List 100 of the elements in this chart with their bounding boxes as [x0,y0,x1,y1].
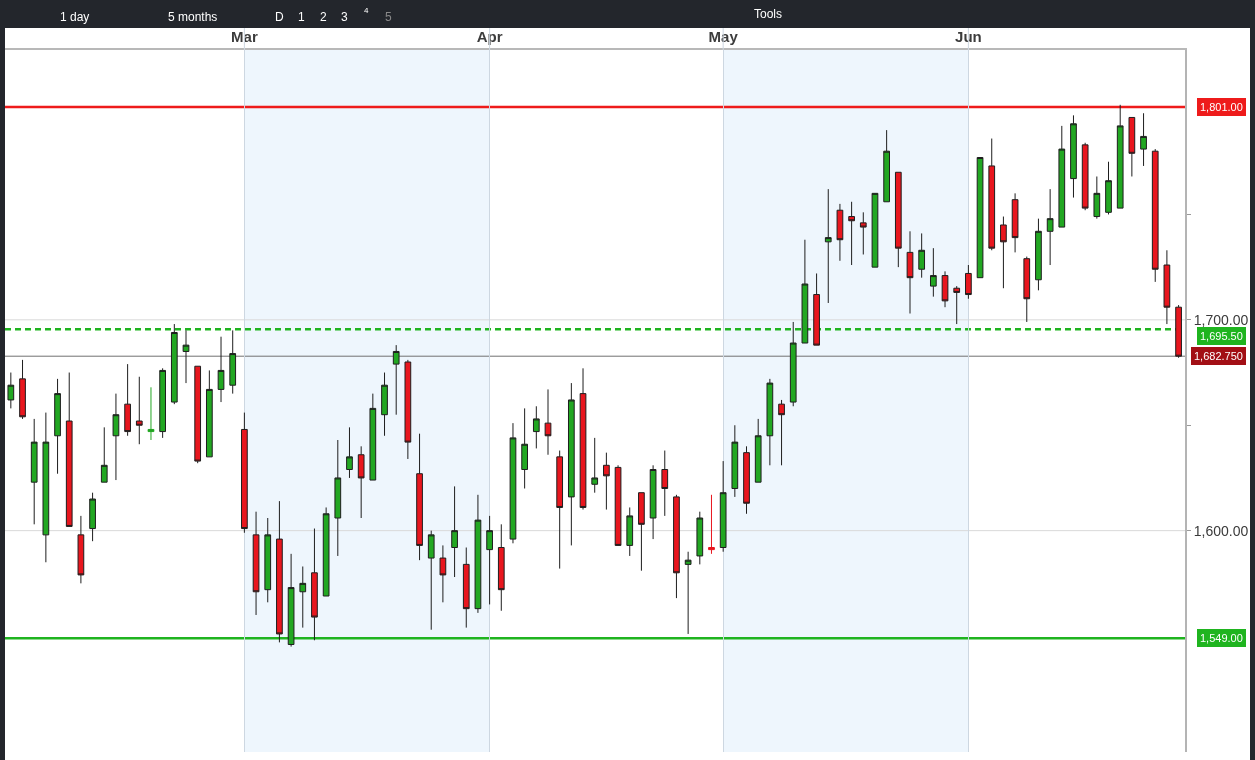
candlestick [334,439,342,557]
candlestick [638,492,645,572]
candlestick [264,517,272,603]
ref-line-label: 1,682.750 [1194,350,1243,362]
candlestick [135,376,143,445]
candlestick [159,367,167,439]
candlestick [532,405,540,449]
candlestick [929,247,937,298]
candlestick [205,369,213,458]
candlestick [1163,249,1171,325]
candlestick [719,460,727,553]
text: 2 [320,10,327,24]
candlestick [486,515,493,605]
candlestick [649,464,657,540]
candlestick [229,329,237,395]
candlestick [579,367,587,511]
candlestick [42,412,50,563]
candlestick [322,506,330,597]
candlestick [696,511,704,565]
candlestick [766,378,774,466]
candlestick [170,323,178,405]
candlestick [1175,304,1182,359]
candlestick [801,239,809,344]
candlestick [731,424,739,498]
candlestick [77,515,85,584]
candlestick [836,203,844,262]
candlestick [883,129,890,203]
candlestick [521,407,528,489]
candlestick [7,372,15,409]
candlestick [918,232,926,279]
candlestick [276,500,283,643]
candlestick [416,433,423,561]
x-tick-label: May [708,28,739,45]
candlestick [241,412,248,534]
candlestick [1070,114,1077,199]
text: 1 [298,10,305,24]
candlestick [1140,112,1147,167]
candlestick [299,565,307,629]
candlestick [19,359,26,420]
candlestick [217,336,225,403]
candlestick [1093,175,1101,220]
candlestick [556,450,564,570]
candlestick [451,485,458,578]
candlestick [871,192,879,268]
candlestick [1023,256,1031,323]
candlestick [439,544,447,603]
candlestick [567,382,575,546]
candlestick [346,426,353,479]
candlestick [953,285,961,325]
candlestick [789,321,797,407]
candlestick [1081,142,1089,211]
candlestick [859,211,867,255]
candlestick [941,270,949,308]
candlestick [603,452,610,511]
ref-line-label: 1,801.00 [1200,101,1243,113]
candlestick [30,418,38,525]
candlestick [381,372,388,437]
candlestick [988,138,996,251]
candlestick [848,201,855,266]
text: 1 day [60,10,90,24]
candlestick [462,547,470,629]
candlestick [544,388,552,456]
candlestick [1151,148,1159,283]
candlestick [427,530,435,631]
text: 5 [385,10,392,24]
candlestick [497,523,505,612]
candlestick [147,386,155,441]
x-tick-label: Jun [955,28,982,45]
candlestick [1000,216,1007,289]
candlestick [1011,192,1019,253]
candlestick [1058,125,1066,228]
candlestick [194,365,202,464]
candlestick [100,426,108,483]
candlestick [311,528,318,641]
candlestick [369,393,377,481]
candlestick [404,359,412,460]
candlestick [894,171,902,268]
candlestick [1105,161,1112,215]
candlestick [1046,188,1054,266]
candlestick [673,494,680,599]
candlestick [1035,218,1042,291]
candlestick [708,494,715,555]
text: 3 [341,10,348,24]
candlestick [54,378,61,475]
candlestick [976,157,984,279]
ref-line-label: 1,695.50 [1200,330,1243,342]
x-tick-label: Mar [231,28,258,45]
candlestick [474,494,482,614]
candlestick [626,506,634,557]
candlestick [65,372,73,527]
candlestick [357,445,365,519]
candlestick [1128,116,1136,177]
candlestick [182,329,190,384]
text: Tools [754,7,783,21]
text: 4 [364,6,369,15]
candlestick [684,551,692,635]
y-tick-label: 1,700.00 [1193,311,1249,328]
candlestick [124,363,131,437]
y-tick-label: 1,600.00 [1193,522,1249,539]
candlestick [661,450,669,517]
